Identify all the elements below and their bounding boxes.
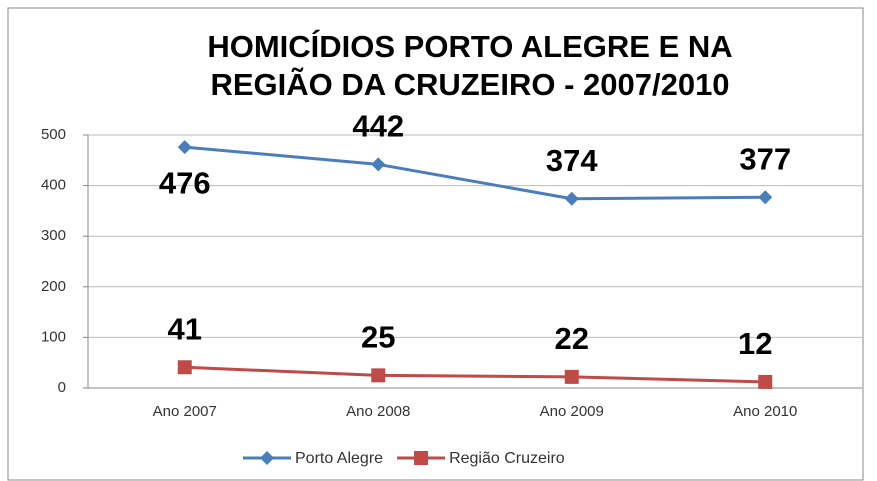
marker: [177, 360, 192, 375]
y-tick-label: 500: [41, 126, 66, 143]
marker: [758, 374, 773, 389]
data-label: 22: [555, 321, 589, 356]
data-label: 25: [361, 320, 395, 355]
chart-border: [7, 7, 864, 481]
marker: [414, 451, 429, 465]
data-label: 476: [159, 165, 211, 200]
data-label: 12: [738, 326, 772, 361]
data-label: 377: [739, 141, 791, 176]
x-tick-label: Ano 2007: [153, 403, 217, 420]
marker: [564, 369, 579, 384]
series-line: [184, 365, 766, 384]
marker: [371, 157, 386, 172]
chart-title: HOMICÍDIOS PORTO ALEGRE E NA: [207, 29, 732, 64]
legend-label: Porto Alegre: [295, 450, 383, 467]
marker: [177, 140, 192, 155]
marker: [758, 190, 773, 205]
y-tick-label: 100: [41, 328, 66, 345]
chart-title: REGIÃO DA CRUZEIRO - 2007/2010: [210, 67, 729, 102]
data-label: 442: [352, 109, 404, 144]
y-tick-label: 300: [41, 227, 66, 244]
x-tick-label: Ano 2008: [346, 403, 410, 420]
y-tick-label: 0: [58, 379, 66, 396]
series-line: [184, 145, 766, 201]
x-tick-label: Ano 2010: [733, 403, 797, 420]
legend-label: Região Cruzeiro: [449, 450, 565, 467]
data-label: 41: [168, 311, 202, 346]
marker: [260, 451, 274, 465]
y-tick-label: 400: [41, 177, 66, 194]
y-tick-label: 200: [41, 278, 66, 295]
marker: [564, 191, 579, 206]
marker: [371, 368, 386, 383]
data-label: 374: [546, 143, 598, 178]
x-tick-label: Ano 2009: [540, 403, 604, 420]
